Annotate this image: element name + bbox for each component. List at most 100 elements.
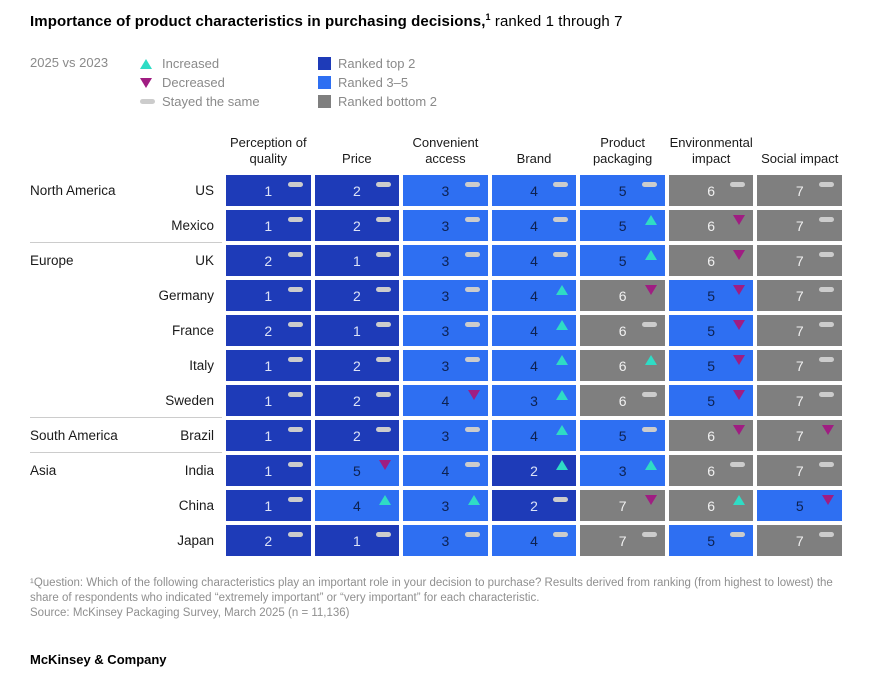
stayed-same-icon xyxy=(376,217,392,222)
stayed-same-icon xyxy=(287,287,303,292)
rank-cell: 2 xyxy=(226,315,311,346)
rank-value: 2 xyxy=(530,497,538,514)
rank-cell: 6 xyxy=(580,280,665,311)
legend-label: Increased xyxy=(162,56,220,71)
rank-cell: 7 xyxy=(757,385,843,416)
increased-icon xyxy=(140,58,162,69)
region-label xyxy=(30,490,126,521)
rank-value: 2 xyxy=(264,252,273,269)
row-labels: Asia India xyxy=(30,455,218,486)
rank-cell: 6 xyxy=(668,210,754,241)
legend-rank-group: Ranked top 2 Ranked 3–5 Ranked bottom 2 xyxy=(318,54,437,111)
rank-value: 2 xyxy=(352,392,361,409)
stayed-same-icon xyxy=(287,357,303,362)
rank-cell: 5 xyxy=(580,245,665,276)
region-label: Asia xyxy=(30,462,57,478)
rank-cell: 1 xyxy=(226,490,311,521)
rank-cell: 7 xyxy=(757,280,843,311)
row-labels: Sweden xyxy=(30,385,218,416)
increased-icon xyxy=(556,460,569,470)
country-label: UK xyxy=(195,253,214,268)
decreased-icon xyxy=(140,77,162,88)
legend-label: Ranked top 2 xyxy=(338,56,416,71)
rank-cell: 6 xyxy=(668,490,754,521)
rank-cell: 6 xyxy=(668,420,754,451)
region-divider xyxy=(30,452,222,453)
rank-cell: 3 xyxy=(403,490,488,521)
rank-value: 5 xyxy=(707,392,716,409)
stayed-same-icon xyxy=(464,532,480,537)
rank-value: 6 xyxy=(707,217,716,234)
stayed-same-icon xyxy=(287,217,303,222)
stayed-same-icon xyxy=(287,322,303,327)
column-header: Environmental impact xyxy=(669,135,753,166)
rank-value: 3 xyxy=(441,182,450,199)
exhibit-page: Importance of product characteristics in… xyxy=(30,12,843,619)
ranked-bottom2-swatch xyxy=(318,95,331,108)
column-header: Social impact xyxy=(761,151,839,166)
title-bold: Importance of product characteristics in… xyxy=(30,13,486,30)
rank-cell: 5 xyxy=(668,385,754,416)
increased-icon xyxy=(556,425,569,435)
decreased-icon xyxy=(733,425,746,435)
row-labels: China xyxy=(30,490,218,521)
stayed-same-icon xyxy=(641,532,657,537)
rank-cell: 7 xyxy=(757,420,843,451)
country-label: China xyxy=(178,498,214,513)
increased-icon xyxy=(556,390,569,400)
rank-cell: 4 xyxy=(314,490,400,521)
rank-value: 5 xyxy=(618,217,627,234)
rank-cell: 1 xyxy=(226,420,311,451)
rank-cell: 3 xyxy=(403,420,488,451)
country-label: Germany xyxy=(158,288,214,303)
rank-cell: 4 xyxy=(491,175,577,206)
legend-item-increased: Increased xyxy=(140,54,318,73)
decreased-icon xyxy=(733,250,746,260)
row-labels: South America Brazil xyxy=(30,420,218,451)
rank-cell: 7 xyxy=(757,525,843,556)
table-row: Germany 1 2 3 4 6 5 7 xyxy=(30,280,843,311)
legend-item-decreased: Decreased xyxy=(140,73,318,92)
ranked-top2-swatch xyxy=(318,57,331,70)
stayed-same-icon xyxy=(641,427,657,432)
rank-cell: 5 xyxy=(580,175,665,206)
rank-cell: 7 xyxy=(580,490,665,521)
rank-value: 7 xyxy=(795,462,804,479)
legend-label: Decreased xyxy=(162,75,225,90)
column-headers: Perception of quality Price Convenient acc… xyxy=(30,129,842,169)
stayed-same-icon xyxy=(553,497,569,502)
rank-cell: 3 xyxy=(403,175,488,206)
rank-cell: 5 xyxy=(580,210,665,241)
legend-label: Ranked 3–5 xyxy=(338,75,409,90)
rank-value: 3 xyxy=(441,217,450,234)
rank-cell: 3 xyxy=(403,210,488,241)
rank-value: 7 xyxy=(618,497,627,514)
stayed-same-icon xyxy=(287,392,303,397)
rank-cell: 5 xyxy=(668,525,754,556)
column-header: Product packaging xyxy=(592,135,653,166)
rank-value: 7 xyxy=(795,392,804,409)
table-row: Europe UK 2 1 3 4 5 6 7 xyxy=(30,242,843,276)
rank-value: 1 xyxy=(264,287,273,304)
stayed-same-icon xyxy=(553,532,569,537)
rank-cell: 1 xyxy=(226,455,311,486)
stayed-same-icon xyxy=(819,357,835,362)
rank-value: 4 xyxy=(530,182,538,199)
rank-cell: 5 xyxy=(580,420,665,451)
stayed-same-icon xyxy=(287,532,303,537)
column-header: Brand xyxy=(516,151,552,166)
rank-cell: 4 xyxy=(491,245,577,276)
rank-value: 4 xyxy=(441,392,450,409)
stayed-same-icon xyxy=(376,252,392,257)
rank-value: 4 xyxy=(530,322,538,339)
rank-cell: 1 xyxy=(314,525,400,556)
rank-cell: 4 xyxy=(491,420,577,451)
increased-icon xyxy=(644,250,657,260)
rank-value: 6 xyxy=(707,462,716,479)
rank-cell: 6 xyxy=(580,315,665,346)
rank-value: 7 xyxy=(795,532,804,549)
decreased-icon xyxy=(379,460,392,470)
rank-cell: 1 xyxy=(226,280,311,311)
stayed-same-icon xyxy=(819,217,835,222)
rank-cell: 7 xyxy=(757,210,843,241)
